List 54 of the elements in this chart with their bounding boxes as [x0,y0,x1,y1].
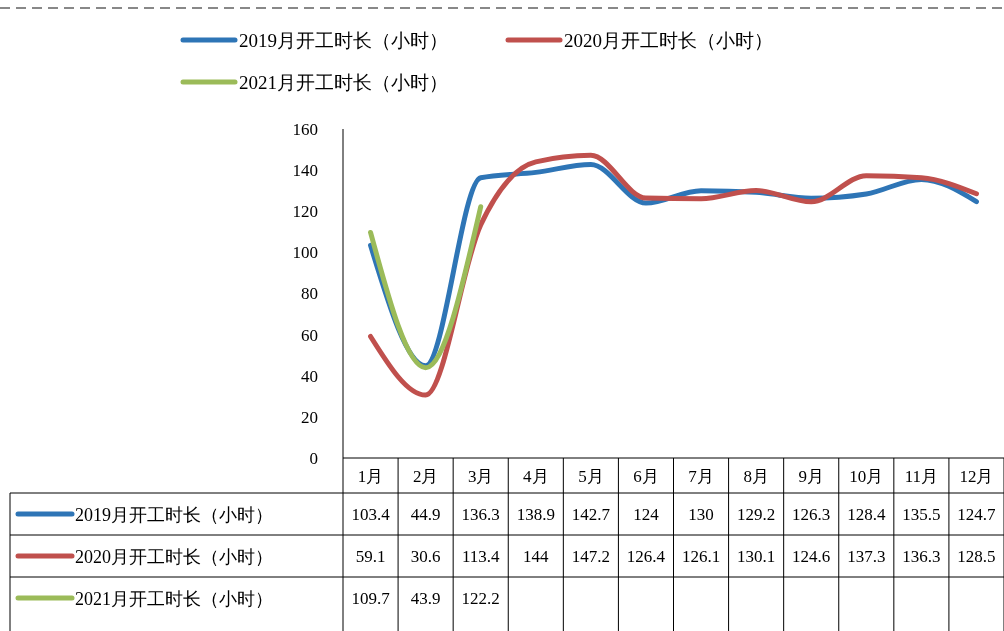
x-tick-label: 7月 [688,467,714,486]
data-label: 138.9 [516,505,555,524]
data-label: 124.7 [957,505,997,524]
legend-label: 2021月开工时长（小时） [239,72,448,93]
data-label: 147.2 [571,547,610,566]
x-tick-label: 3月 [467,467,494,486]
data-label: 122.2 [461,589,500,608]
y-tick-label: 60 [301,325,318,345]
data-label: 130 [688,505,714,524]
data-label: 59.1 [355,547,386,566]
data-label: 144 [523,547,550,566]
x-tick-label: 1月 [357,467,384,486]
y-tick-label: 0 [309,448,318,468]
data-label: 128.5 [957,547,996,566]
text: 2020月开工时长（小时） [75,547,273,567]
x-tick-label: 9月 [798,467,824,486]
legend-label: 2019月开工时长（小时） [239,30,448,51]
text: 2019月开工时长（小时） [75,505,273,525]
x-tick-label: 11月 [904,467,939,486]
data-label: 126.3 [792,505,831,524]
data-label: 44.9 [410,505,441,524]
data-label: 113.4 [461,547,501,566]
data-label: 130.1 [737,547,776,566]
data-label: 124 [633,505,660,524]
data-label: 135.5 [902,505,941,524]
data-label: 124.6 [792,547,831,566]
data-label: 128.4 [847,505,886,524]
x-tick-label: 6月 [633,467,659,486]
data-label: 126.1 [681,547,721,566]
data-label: 136.3 [461,505,500,524]
y-tick-label: 140 [292,161,318,181]
data-label: 30.6 [410,547,441,566]
text: 2021月开工时长（小时） [75,589,273,609]
x-tick-label: 10月 [849,467,884,486]
y-tick-label: 40 [301,366,318,386]
data-label: 43.9 [410,589,441,608]
x-tick-label: 2月 [412,467,439,486]
x-tick-label: 8月 [743,467,769,486]
data-label: 129.2 [737,505,776,524]
y-tick-label: 80 [301,284,318,304]
data-label: 136.3 [902,547,941,566]
y-tick-label: 20 [301,407,318,427]
data-label: 137.3 [847,547,886,566]
y-tick-label: 160 [292,119,318,139]
y-tick-label: 120 [292,202,318,222]
data-label: 103.4 [351,505,391,524]
y-tick-label: 100 [292,243,318,263]
data-label: 126.4 [626,547,666,566]
legend-label: 2020月开工时长（小时） [564,30,773,51]
x-tick-label: 4月 [523,467,549,486]
data-label: 109.7 [351,589,391,608]
data-label: 142.7 [571,505,611,524]
x-tick-label: 5月 [578,467,604,486]
x-tick-label: 12月 [959,467,994,486]
